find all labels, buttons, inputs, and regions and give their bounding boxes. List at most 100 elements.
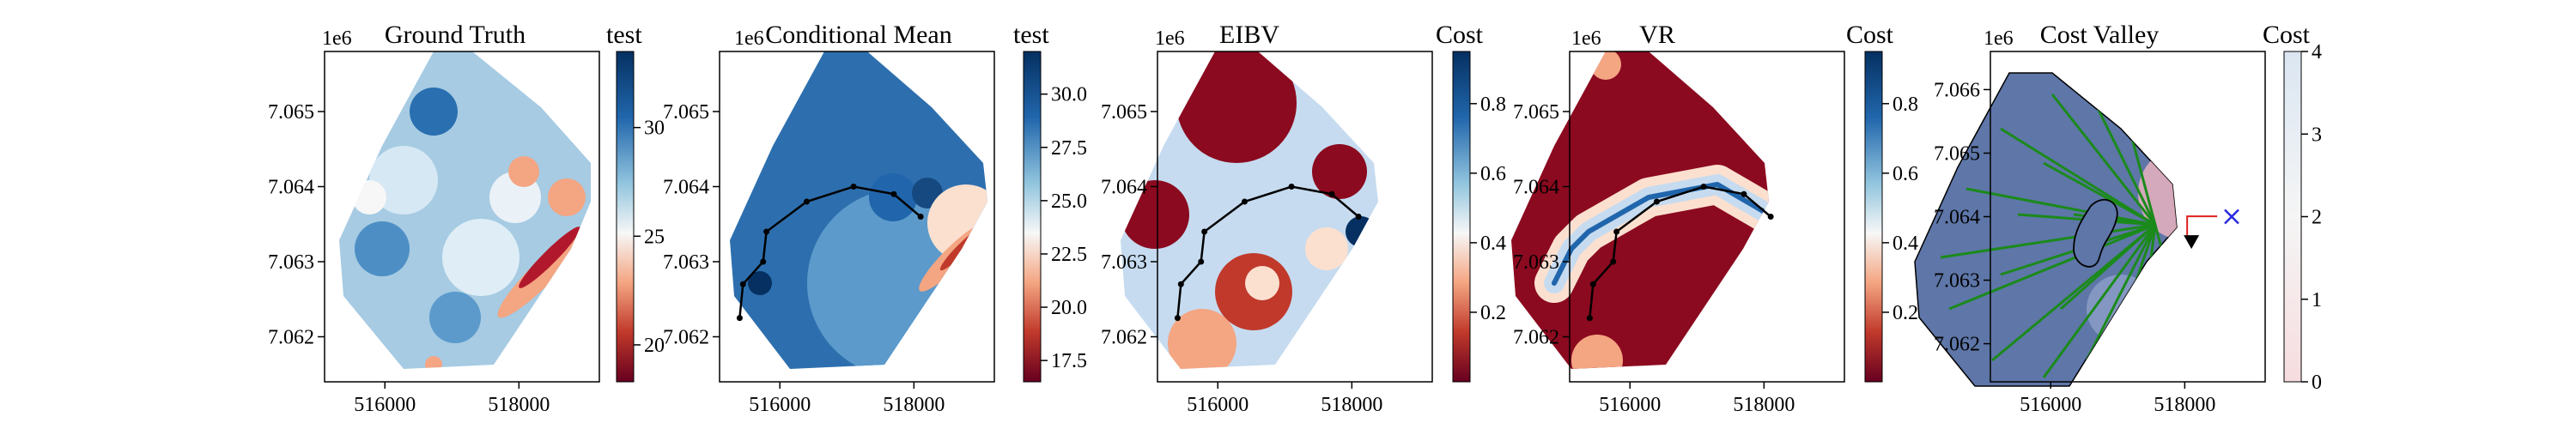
colorbar-tick-label: 27.5	[1051, 137, 1087, 160]
path-waypoint	[1700, 184, 1707, 190]
planned-step	[2186, 215, 2218, 236]
y-tick-label: 7.065	[1101, 101, 1147, 124]
y-tick-label: 7.062	[1934, 334, 1980, 356]
path-waypoint	[760, 258, 767, 265]
y-tick-label: 7.064	[268, 177, 314, 199]
colorbar-tick-label: 20	[644, 335, 665, 357]
y-offset-label: 1e6	[1155, 27, 1185, 50]
x-tick-label: 518000	[1733, 394, 1795, 416]
y-tick-label: 7.064	[663, 177, 709, 199]
heatmap-field	[1511, 51, 1769, 369]
y-tick-label: 7.063	[1513, 251, 1559, 274]
colorbar: 17.5 20.0 22.5 25.0 27.5 30.0 test	[1013, 21, 1087, 383]
colorbar-tick-label: 25.0	[1051, 190, 1087, 213]
path-waypoint	[736, 315, 743, 322]
panel-eibv: EIBV 1e6 516000 518000 7.0627.0637.0647.0…	[1101, 21, 1506, 416]
y-offset-label: 1e6	[734, 27, 764, 50]
heatmap-field	[730, 51, 987, 369]
colorbar-tick-label: 30.0	[1051, 84, 1087, 106]
y-tick-label: 7.063	[268, 251, 314, 274]
y-axis: 7.062 7.063 7.064 7.065	[268, 101, 325, 349]
y-axis: 7.062 7.063 7.064 7.065	[1513, 101, 1570, 349]
y-tick-label: 7.062	[268, 327, 314, 349]
path-waypoint	[1741, 190, 1747, 197]
heatmap-field	[339, 51, 591, 369]
panel-title: Ground Truth	[385, 21, 526, 49]
colorbar-scale	[1452, 51, 1471, 383]
colorbar-tick-label: 0.2	[1893, 302, 1918, 324]
y-tick-label: 7.064	[1934, 207, 1980, 229]
path-waypoints	[1586, 184, 1774, 322]
colorbar-scale	[1023, 51, 1042, 383]
x-tick-label: 516000	[1599, 394, 1661, 416]
low-cost-corridor	[1552, 182, 1769, 286]
field-blob	[1168, 309, 1236, 369]
colorbar-label: Cost	[1846, 21, 1894, 49]
colorbar-tick-label: 0.8	[1480, 94, 1506, 116]
colorbar-tick-label: 0.6	[1893, 163, 1918, 185]
y-axis: 7.062 7.063 7.064 7.065 7.066	[1934, 79, 1990, 356]
field-blob	[508, 156, 539, 187]
x-tick-label: 518000	[883, 394, 945, 416]
current-location-triangle	[2184, 235, 2200, 250]
field-blob	[429, 292, 481, 343]
x-axis: 516000 518000	[749, 382, 945, 416]
y-tick-label: 7.065	[663, 101, 709, 124]
field-blob	[1571, 335, 1623, 369]
colorbar-tick-label: 4	[2312, 41, 2322, 63]
colorbar-tick-label: 0.6	[1480, 163, 1506, 185]
plot-frame	[1569, 51, 1845, 383]
field-blob	[1590, 51, 1621, 80]
transition-patch	[2087, 275, 2155, 343]
field-blob	[410, 88, 458, 136]
path-waypoint	[1586, 315, 1593, 322]
target-marker	[2224, 208, 2239, 225]
colorbar-tick-label: 0.4	[1480, 233, 1506, 255]
obstacle-outline	[2073, 198, 2118, 268]
x-tick-label: 516000	[1187, 394, 1249, 416]
field-blob	[1245, 266, 1279, 300]
x-axis: 516000 518000	[354, 382, 550, 416]
panel-vr: VR 1e6 516000 518000 7.062 7.063 7.064 7.065…	[1511, 21, 1918, 416]
colorbar: 0.2 0.4 0.6 0.8 Cost	[1846, 21, 1918, 383]
field-blob	[442, 219, 519, 296]
y-tick-label: 7.062	[663, 327, 709, 349]
path-waypoint	[1653, 198, 1660, 205]
colorbar-scale	[2283, 51, 2302, 383]
path-waypoint	[1177, 281, 1184, 287]
path-waypoint	[1174, 315, 1181, 322]
colorbar-tick-label: 3	[2312, 124, 2322, 146]
low-value-ridge	[519, 227, 580, 288]
y-tick-label: 7.065	[1934, 142, 1980, 165]
y-tick-label: 7.065	[1513, 101, 1559, 124]
colorbar-label: Cost	[2263, 21, 2311, 49]
path-waypoint	[1767, 214, 1774, 220]
y-tick-label: 7.063	[663, 251, 709, 274]
current-location-marker	[2184, 215, 2218, 250]
field-blob	[425, 356, 442, 369]
panel-ground-truth: Ground Truth 1e6 516000 518000 7.062 7.063…	[268, 21, 665, 416]
colorbar-tick-label: 0.4	[1893, 233, 1918, 255]
y-axis: 7.062 7.063 7.064 7.065	[663, 101, 720, 349]
field-blob	[352, 180, 386, 214]
panel-title: EIBV	[1219, 21, 1279, 49]
y-tick-label: 7.062	[1513, 327, 1559, 349]
field-blob	[1346, 216, 1376, 247]
colorbar-label: test	[606, 21, 642, 49]
field-blob	[1176, 51, 1297, 163]
path-waypoint	[1355, 214, 1362, 220]
colorbar-scale	[616, 51, 635, 383]
heatmap-field	[1121, 51, 1378, 369]
path-waypoint	[1201, 228, 1208, 235]
y-tick-label: 7.063	[1934, 270, 1980, 293]
x-tick-label: 516000	[749, 394, 811, 416]
y-offset-label: 1e6	[322, 27, 352, 50]
colorbar-tick-label: 2	[2312, 207, 2322, 229]
colorbar-tick-label: 0	[2312, 372, 2322, 394]
field-blob	[1312, 144, 1367, 199]
path-waypoint	[1589, 281, 1596, 287]
panel-title: VR	[1639, 21, 1675, 49]
x-tick-label: 518000	[488, 394, 550, 416]
path-waypoint	[890, 190, 897, 197]
path-waypoint	[1241, 198, 1248, 205]
